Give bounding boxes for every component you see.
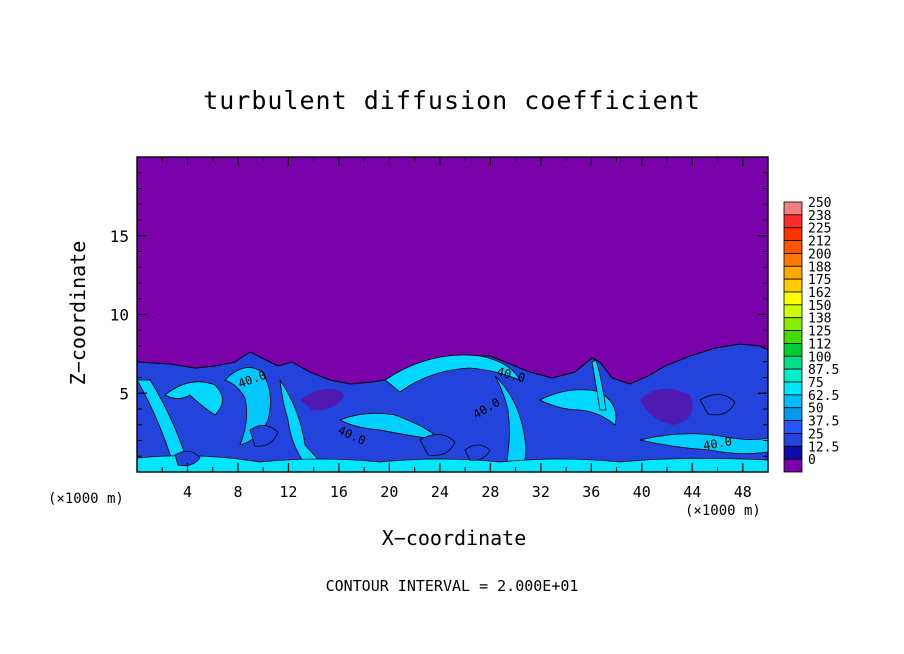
blue-blob: [464, 444, 491, 461]
colorbar-label: 112: [808, 337, 831, 352]
colorbar-swatch: [783, 343, 803, 357]
colorbar-label: 87.5: [808, 363, 839, 378]
colorbar-swatch: [783, 458, 803, 473]
cyan-filament: [164, 381, 223, 416]
blue-blob: [699, 394, 736, 416]
dark-swirl: [640, 388, 693, 425]
colorbar-label: 125: [808, 325, 831, 340]
colorbar-label: 62.5: [808, 389, 839, 404]
y-tick-label: 15: [110, 227, 129, 246]
x-tick-label: 8: [233, 483, 242, 501]
colorbar-label: 150: [808, 299, 831, 314]
cyan-filament: [384, 354, 521, 393]
colorbar-label: 200: [808, 247, 831, 262]
colorbar-label: 75: [808, 376, 824, 391]
colorbar-label: 100: [808, 350, 831, 365]
x-tick-label: 24: [431, 483, 449, 501]
colorbar-swatch: [783, 227, 803, 241]
colorbar-label: 162: [808, 286, 831, 301]
colorbar-swatch: [783, 381, 803, 396]
colorbar-label: 212: [808, 235, 831, 250]
colorbar-label: 225: [808, 222, 831, 237]
colorbar-label: 138: [808, 312, 831, 327]
x-axis-label: X−coordinate: [381, 526, 527, 550]
colorbar-swatch: [783, 278, 803, 293]
colorbar-label: 25: [808, 427, 824, 442]
blue-blob: [419, 434, 456, 456]
colorbar-label: 238: [808, 209, 831, 224]
colorbar-label: 0: [808, 453, 816, 468]
x-tick-group: 4 8 12 16 20 24 28 32 36 40 44 48: [161, 157, 752, 501]
x-tick-label: 16: [330, 483, 348, 501]
x-tick-label: 44: [683, 483, 701, 501]
y-axis-label: Z−coordinate: [66, 240, 90, 386]
x-unit-left: (×1000 m): [48, 491, 124, 507]
colorbar-swatch: [783, 394, 803, 409]
colorbar-label: 188: [808, 260, 831, 275]
cyan-filament: [639, 433, 768, 454]
colorbar-swatch: [783, 253, 803, 267]
colorbar-swatch: [783, 368, 803, 383]
colorbar-label: 50: [808, 402, 824, 417]
x-tick-label: 36: [582, 483, 600, 501]
contour-label: 40.0: [702, 434, 733, 453]
x-tick-label: 12: [279, 483, 297, 501]
cyan-filament: [591, 359, 607, 411]
colorbar-swatch: [783, 265, 803, 280]
x-unit-right: (×1000 m): [685, 503, 761, 519]
x-tick-label: 4: [183, 483, 192, 501]
colorbar-swatch: [783, 355, 803, 370]
x-tick-label: 20: [380, 483, 398, 501]
colorbar-label: 175: [808, 273, 831, 288]
colorbar-swatch: [783, 420, 803, 434]
x-tick-label: 28: [481, 483, 499, 501]
colorbar-swatch: [783, 445, 803, 460]
colorbar-swatch: [783, 407, 803, 421]
y-tick-group: 5 10 15: [110, 172, 768, 457]
contour-interval: CONTOUR INTERVAL = 2.000E+01: [325, 577, 579, 595]
colorbar-swatch: [783, 291, 803, 306]
colorbar-swatch: [783, 330, 803, 344]
colorbar-label: 250: [808, 196, 831, 211]
colorbar-label: 12.5: [808, 440, 839, 455]
colorbar-swatch: [783, 304, 803, 319]
colorbar-swatch: [783, 240, 803, 254]
colorbar-swatch: [783, 214, 803, 229]
dark-swirl: [300, 388, 345, 411]
cyan-filament: [539, 389, 617, 426]
colorbar-label: 37.5: [808, 415, 839, 430]
blue-blob: [174, 450, 201, 467]
field-layer: [137, 157, 768, 472]
x-tick-label: 48: [734, 483, 752, 501]
colorbar: 2502382252122001881751621501381251121008…: [783, 196, 839, 473]
y-tick-label: 5: [119, 384, 129, 403]
blue-blob: [249, 425, 279, 447]
x-tick-label: 32: [532, 483, 550, 501]
colorbar-swatch: [783, 317, 803, 331]
cyan-filament: [137, 455, 768, 472]
x-tick-label: 40: [633, 483, 651, 501]
colorbar-swatch: [783, 201, 803, 216]
chart-title: turbulent diffusion coefficient: [203, 86, 701, 115]
y-tick-label: 10: [110, 306, 129, 325]
colorbar-swatch: [783, 433, 803, 447]
